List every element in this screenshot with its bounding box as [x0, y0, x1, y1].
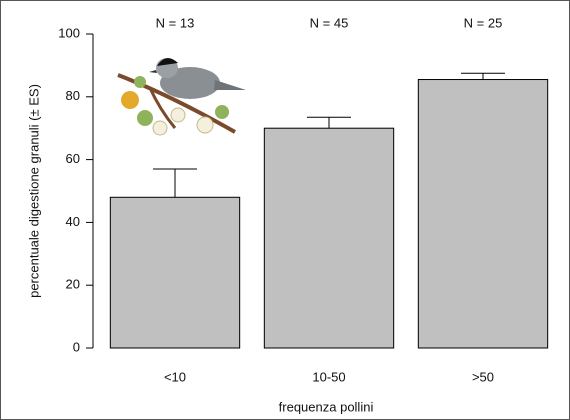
error-bar: [153, 168, 197, 198]
bar: [417, 79, 549, 349]
x-axis-label: frequenza pollini: [279, 399, 374, 414]
sample-size: N = 13: [156, 15, 195, 30]
x-tick-label: <10: [164, 369, 186, 384]
x-tick-label: >50: [472, 369, 494, 384]
y-tick-label: 40: [66, 214, 80, 229]
y-tick-label: 60: [66, 151, 80, 166]
sample-size: N = 45: [310, 15, 349, 30]
error-bar: [461, 72, 505, 80]
y-tick-label: 80: [66, 88, 80, 103]
y-tick-label: 100: [58, 25, 80, 40]
x-tick-label: 10-50: [312, 369, 345, 384]
y-tick-label: 0: [73, 339, 80, 354]
bird-illustration: [117, 58, 246, 136]
bar: [109, 196, 241, 349]
sample-size: N = 25: [464, 15, 503, 30]
error-bar: [307, 116, 351, 129]
bar: [263, 127, 395, 349]
y-tick-label: 20: [66, 277, 80, 292]
y-axis-label: percentuale digestione granuli (± ES): [26, 84, 41, 298]
